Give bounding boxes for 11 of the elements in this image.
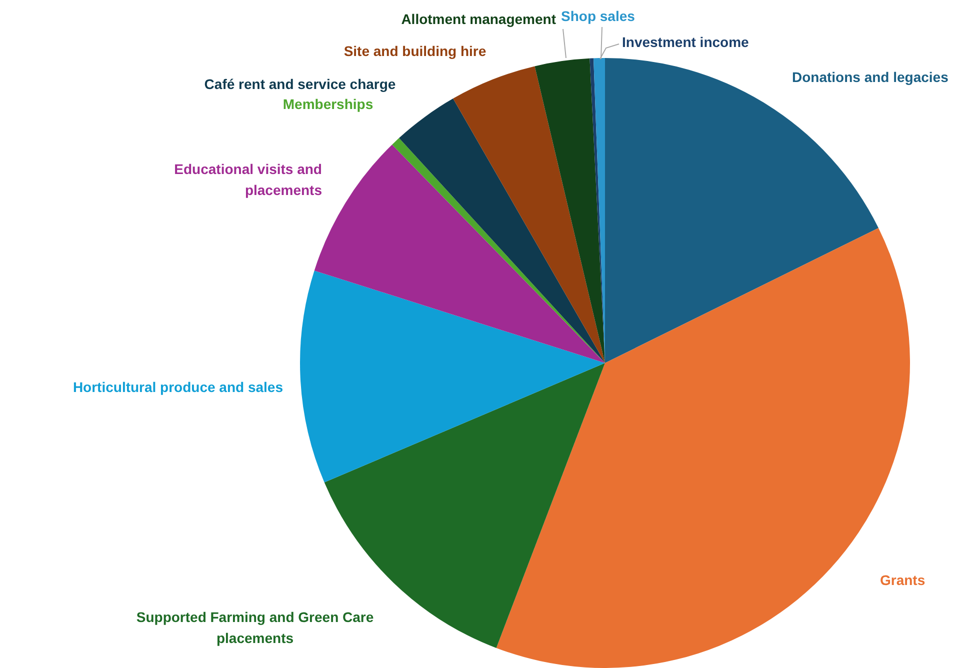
slice-label: Grants [880, 572, 926, 588]
slice-label: Shop sales [561, 8, 636, 24]
slice-label: Supported Farming and Green Care placements [136, 608, 374, 646]
slice-label: Donations and legacies [792, 68, 949, 85]
slice-label: Investment income [622, 34, 750, 50]
slice-label: Memberships [282, 96, 374, 112]
slice-label: Educational visits and placements [174, 160, 322, 198]
slice-label: Allotment management [401, 10, 556, 27]
slice-label: Site and building hire [344, 42, 486, 59]
slice-label: Horticultural produce and sales [72, 378, 284, 395]
slice-label: Café rent and service charge [204, 76, 396, 92]
